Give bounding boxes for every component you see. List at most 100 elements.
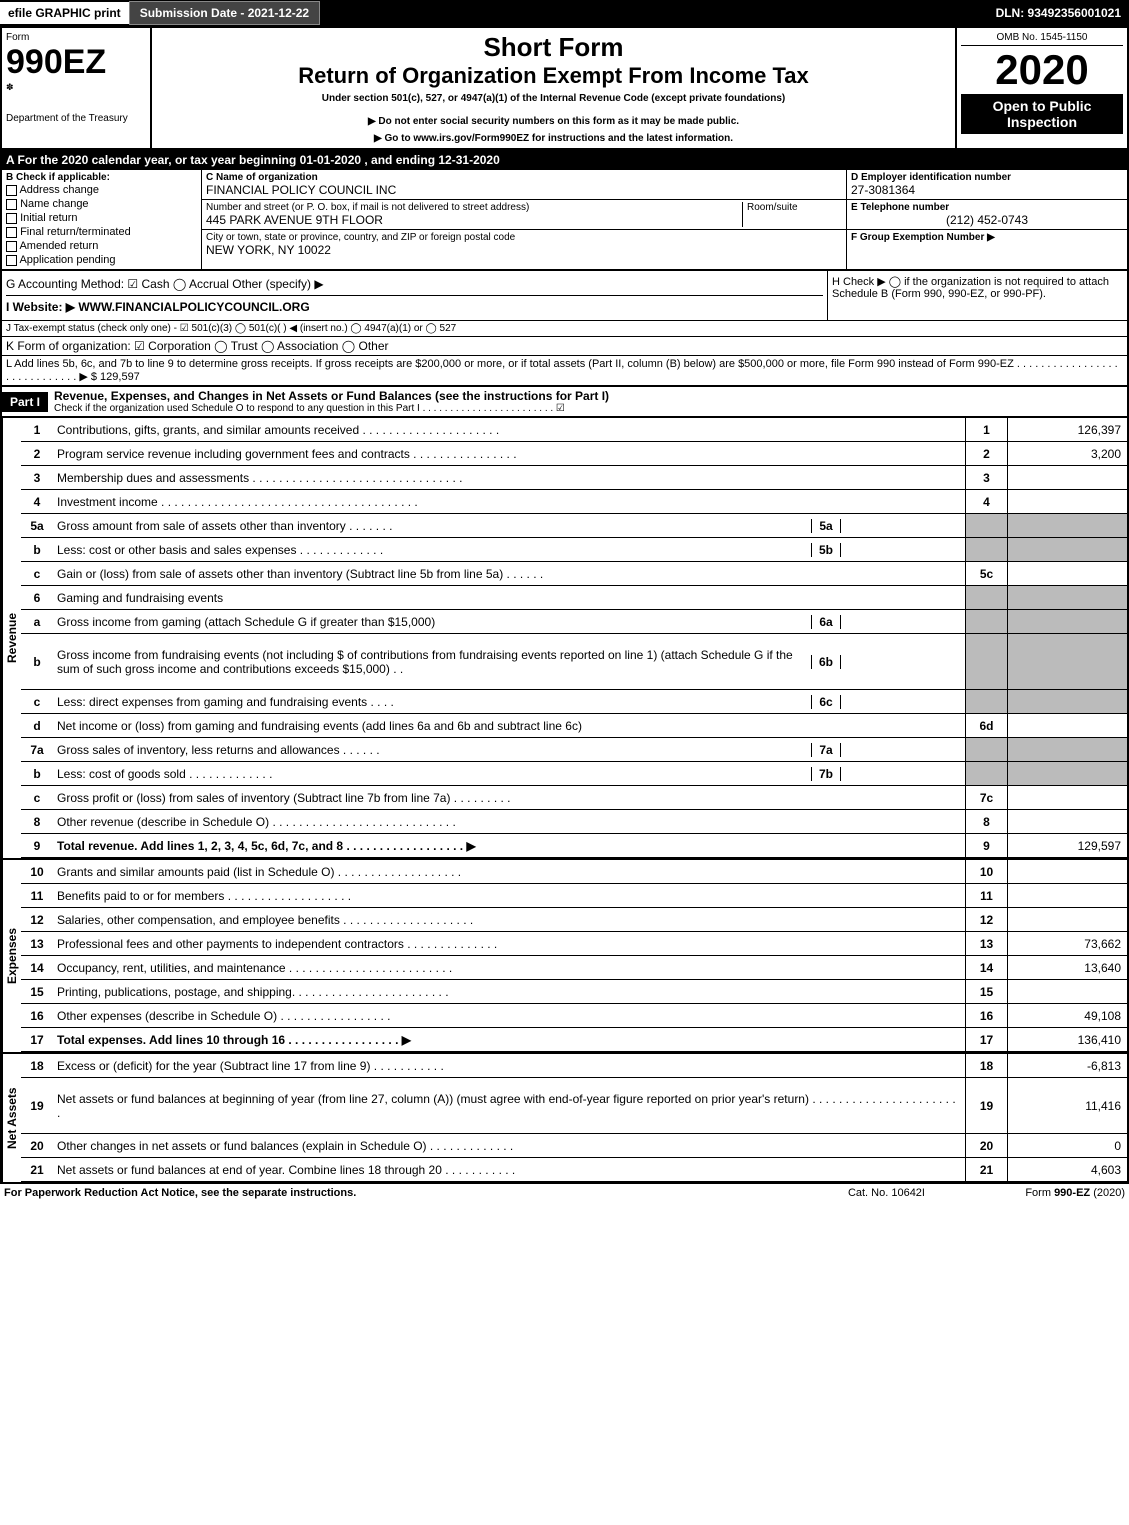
line-number: 14 [21,961,53,975]
line-description: Gross sales of inventory, less returns a… [53,741,965,759]
revenue-label: Revenue [2,418,21,858]
table-row: 2Program service revenue including gover… [21,442,1127,466]
line-box: 11 [965,884,1007,907]
line-value-shaded [1007,762,1127,785]
table-row: dNet income or (loss) from gaming and fu… [21,714,1127,738]
part1-header: Part I Revenue, Expenses, and Changes in… [0,387,1129,418]
line-box: 14 [965,956,1007,979]
box-c-label: C Name of organization [206,172,842,183]
check-final-return[interactable]: Final return/terminated [6,225,197,239]
check-name-change[interactable]: Name change [6,197,197,211]
line-description: Net income or (loss) from gaming and fun… [53,717,965,735]
line-description: Salaries, other compensation, and employ… [53,911,965,929]
lines-g-l: G Accounting Method: ☑ Cash ◯ Accrual Ot… [0,271,1129,387]
line-number: 9 [21,839,53,853]
table-row: 15Printing, publications, postage, and s… [21,980,1127,1004]
line-a: A For the 2020 calendar year, or tax yea… [0,150,1129,170]
line-number: c [21,567,53,581]
line-description: Membership dues and assessments . . . . … [53,469,965,487]
table-row: 4Investment income . . . . . . . . . . .… [21,490,1127,514]
line-value: -6,813 [1007,1054,1127,1077]
table-row: 21Net assets or fund balances at end of … [21,1158,1127,1182]
line-number: 18 [21,1059,53,1073]
line-value: 73,662 [1007,932,1127,955]
line-box: 20 [965,1134,1007,1157]
netassets-label: Net Assets [2,1054,21,1182]
line-number: 21 [21,1163,53,1177]
line-box: 13 [965,932,1007,955]
table-row: cGross profit or (loss) from sales of in… [21,786,1127,810]
table-row: 17Total expenses. Add lines 10 through 1… [21,1028,1127,1052]
line-box: 6d [965,714,1007,737]
sub-line-label: 7a [811,743,841,757]
line-box-shaded [965,690,1007,713]
line-description: Other expenses (describe in Schedule O) … [53,1007,965,1025]
short-form-title: Short Form [156,32,951,63]
line-description: Gross profit or (loss) from sales of inv… [53,789,965,807]
form-header: Form 990EZ ✽ Department of the Treasury … [0,26,1129,150]
line-number: 17 [21,1033,53,1047]
line-box: 3 [965,466,1007,489]
line-description: Net assets or fund balances at end of ye… [53,1161,965,1179]
line-value: 49,108 [1007,1004,1127,1027]
line-description: Gain or (loss) from sale of assets other… [53,565,965,583]
tax-year: 2020 [961,46,1123,94]
line-number: b [21,543,53,557]
dln-label: DLN: 93492356001021 [996,6,1129,20]
line-value-shaded [1007,634,1127,689]
submission-date: Submission Date - 2021-12-22 [129,1,320,25]
table-row: 5aGross amount from sale of assets other… [21,514,1127,538]
table-row: 18Excess or (deficit) for the year (Subt… [21,1054,1127,1078]
line-value-shaded [1007,538,1127,561]
form-label: Form [6,32,146,43]
line-description: Occupancy, rent, utilities, and maintena… [53,959,965,977]
omb-number: OMB No. 1545-1150 [961,32,1123,46]
part1-check: Check if the organization used Schedule … [54,403,1121,414]
line-l: L Add lines 5b, 6c, and 7b to line 9 to … [2,356,1127,385]
line-value: 3,200 [1007,442,1127,465]
line-value [1007,562,1127,585]
line-value [1007,466,1127,489]
line-description: Gross amount from sale of assets other t… [53,517,965,535]
line-box: 10 [965,860,1007,883]
table-row: cGain or (loss) from sale of assets othe… [21,562,1127,586]
line-description: Net assets or fund balances at beginning… [53,1090,965,1122]
line-number: 12 [21,913,53,927]
line-value [1007,810,1127,833]
org-info-block: B Check if applicable: Address change Na… [0,170,1129,271]
check-application-pending[interactable]: Application pending [6,253,197,267]
efile-label: efile GRAPHIC print [0,2,129,24]
line-value [1007,884,1127,907]
check-amended-return[interactable]: Amended return [6,239,197,253]
line-number: 15 [21,985,53,999]
sub-line-label: 6a [811,615,841,629]
line-description: Program service revenue including govern… [53,445,965,463]
line-description: Less: direct expenses from gaming and fu… [53,693,965,711]
revenue-section: Revenue 1Contributions, gifts, grants, a… [0,418,1129,860]
check-initial-return[interactable]: Initial return [6,211,197,225]
part1-label: Part I [2,392,48,412]
line-number: 6 [21,591,53,605]
line-value: 4,603 [1007,1158,1127,1181]
line-number: c [21,791,53,805]
line-value [1007,490,1127,513]
org-address: 445 PARK AVENUE 9TH FLOOR [206,213,742,227]
line-number: 19 [21,1099,53,1113]
table-row: 1Contributions, gifts, grants, and simil… [21,418,1127,442]
line-j: J Tax-exempt status (check only one) - ☑… [2,321,1127,337]
line-value [1007,980,1127,1003]
box-b-label: B Check if applicable: [6,172,197,183]
line-value: 13,640 [1007,956,1127,979]
sub-line-label: 6c [811,695,841,709]
line-box: 19 [965,1078,1007,1133]
table-row: cLess: direct expenses from gaming and f… [21,690,1127,714]
line-number: c [21,695,53,709]
line-value-shaded [1007,610,1127,633]
dept-label: Department of the Treasury [6,113,146,124]
line-number: 5a [21,519,53,533]
line-number: 3 [21,471,53,485]
check-address-change[interactable]: Address change [6,183,197,197]
table-row: 13Professional fees and other payments t… [21,932,1127,956]
line-value [1007,786,1127,809]
line-description: Professional fees and other payments to … [53,935,965,953]
